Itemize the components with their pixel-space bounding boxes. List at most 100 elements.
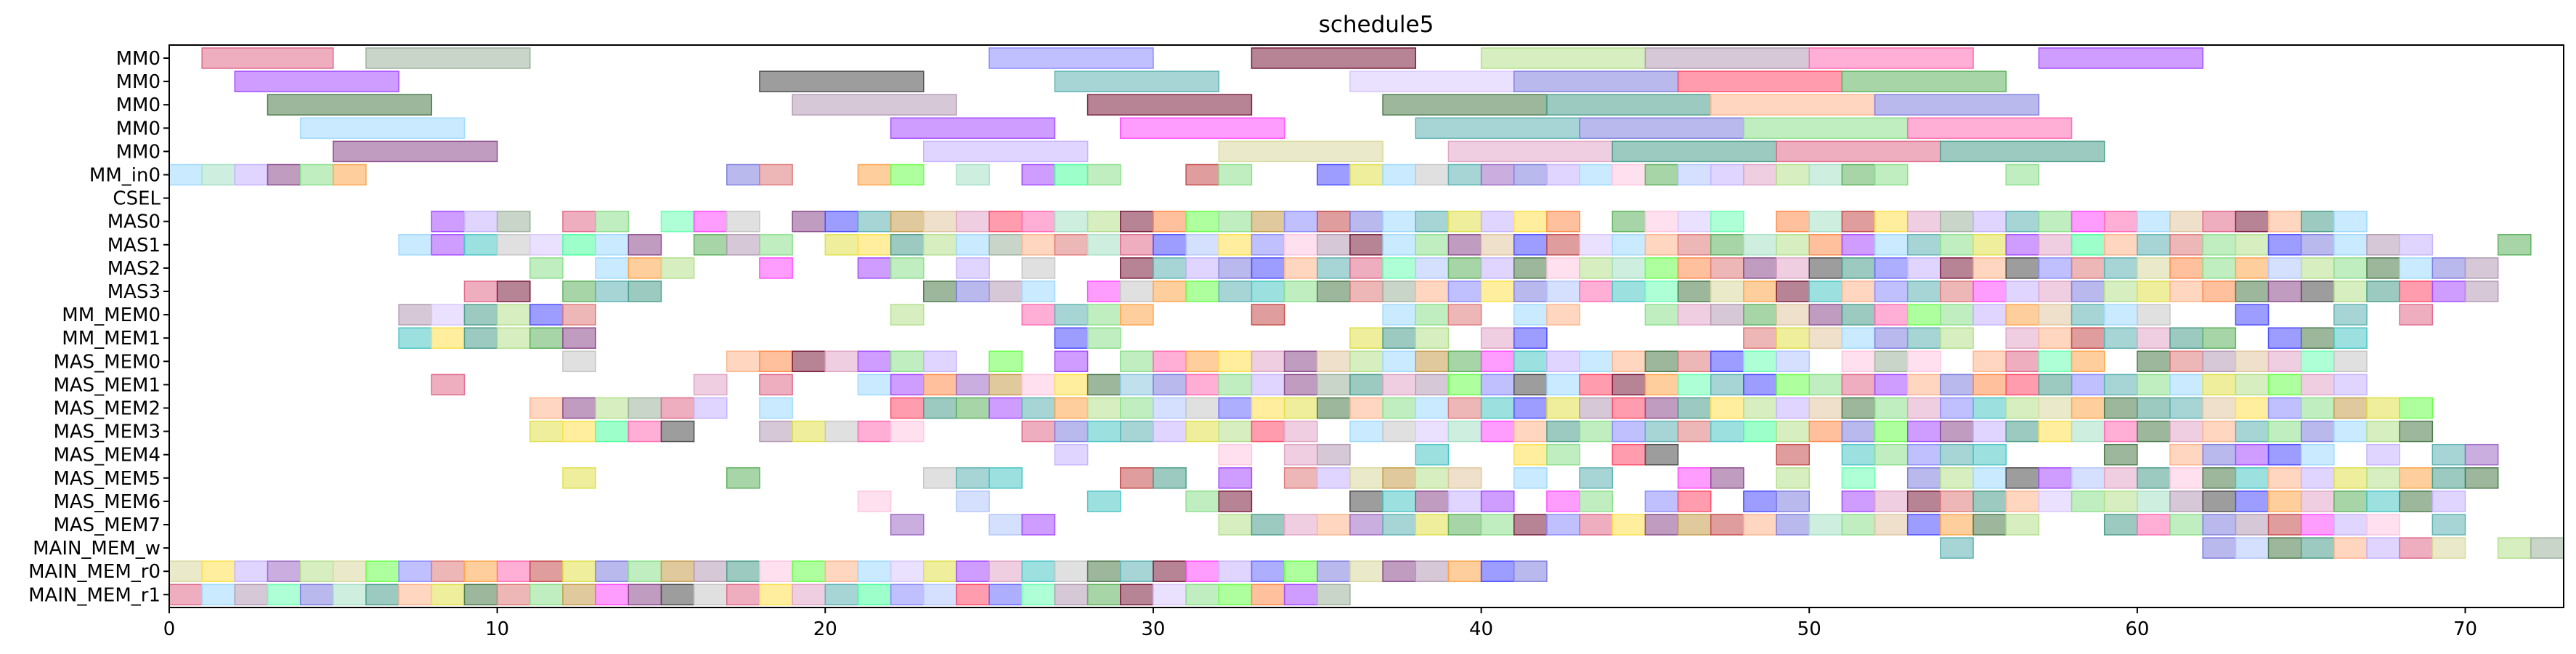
task-bar	[1906, 304, 1941, 326]
task-bar	[2366, 467, 2400, 489]
task-bar	[1874, 420, 1909, 443]
task-bar	[1382, 374, 1416, 396]
task-bar	[234, 584, 269, 606]
task-bar	[1644, 397, 1679, 419]
task-bar	[1382, 514, 1416, 536]
task-bar	[1153, 257, 1187, 279]
task-bar	[1644, 443, 1679, 466]
task-bar	[1218, 560, 1253, 582]
task-bar	[1579, 280, 1613, 302]
task-bar	[1447, 304, 1482, 326]
task-bar	[1940, 467, 1974, 489]
task-bar	[267, 560, 301, 582]
task-bar	[1021, 164, 1056, 186]
task-bar	[2169, 397, 2203, 419]
task-bar	[923, 467, 957, 489]
task-bar	[1153, 210, 1187, 233]
task-bar	[1283, 397, 1318, 419]
task-bar	[2333, 257, 2368, 279]
task-bar	[1349, 397, 1384, 419]
task-bar	[562, 420, 596, 443]
task-bar	[1743, 304, 1777, 326]
task-bar	[1415, 397, 1450, 419]
task-bar	[1743, 280, 1777, 302]
task-bar	[1120, 560, 1154, 582]
task-bar	[1382, 490, 1416, 512]
task-bar	[759, 234, 793, 256]
task-bar	[463, 560, 498, 582]
task-bar	[1021, 560, 1056, 582]
task-bar	[693, 397, 728, 419]
task-bar	[1906, 420, 1941, 443]
task-bar	[1874, 443, 1909, 466]
task-bar	[1447, 374, 1482, 396]
task-bar	[1120, 397, 1154, 419]
task-bar	[1710, 257, 1744, 279]
task-bar	[1940, 280, 1974, 302]
task-bar	[2071, 397, 2105, 419]
task-bar	[1776, 304, 1810, 326]
task-bar	[627, 560, 662, 582]
task-bar	[1743, 490, 1777, 512]
task-bar	[2202, 537, 2237, 559]
task-bar	[1447, 280, 1482, 302]
task-bar	[1677, 514, 1712, 536]
task-bar	[956, 234, 990, 256]
task-bar	[1021, 234, 1056, 256]
task-bar	[1153, 397, 1187, 419]
row-label: MAS2	[107, 258, 161, 280]
task-bar	[201, 584, 236, 606]
task-bar	[431, 210, 466, 233]
task-bar	[2267, 490, 2302, 512]
task-bar	[890, 420, 925, 443]
task-bar	[2005, 490, 2040, 512]
task-bar	[1415, 350, 1450, 373]
x-axis-ticks: 0 10 20 30 40 50 60 70	[163, 607, 2477, 640]
task-bar	[2005, 234, 2040, 256]
task-bar	[693, 584, 728, 606]
task-bar	[1317, 560, 1351, 582]
task-bar	[1743, 234, 1777, 256]
task-bar	[2005, 514, 2040, 536]
task-bar	[1382, 327, 1416, 349]
task-bar	[2202, 350, 2237, 373]
task-bar	[1153, 280, 1187, 302]
task-bar	[365, 47, 531, 69]
task-bar	[1906, 234, 1941, 256]
task-bar	[168, 164, 203, 186]
task-bar	[1940, 257, 1974, 279]
task-bar	[1579, 257, 1613, 279]
task-bar	[1185, 257, 1220, 279]
task-bar	[1086, 397, 1121, 419]
row-label: MAS_MEM0	[53, 351, 161, 373]
task-bar	[988, 397, 1023, 419]
task-bar	[1185, 374, 1220, 396]
task-bar	[2267, 327, 2302, 349]
task-bar	[1218, 350, 1253, 373]
task-bar	[693, 210, 728, 233]
task-bar	[2137, 304, 2171, 326]
task-bar	[1415, 514, 1450, 536]
task-bar	[1086, 304, 1121, 326]
task-bar	[1415, 164, 1450, 186]
task-bar	[1906, 467, 1941, 489]
task-bar	[1710, 350, 1744, 373]
task-bar	[1382, 94, 1548, 116]
task-bar	[1644, 280, 1679, 302]
task-bar	[2366, 537, 2400, 559]
task-bar	[890, 514, 925, 536]
task-bar	[1776, 257, 1810, 279]
task-bar	[529, 584, 564, 606]
task-bar	[1415, 374, 1450, 396]
task-bar	[1644, 350, 1679, 373]
task-bar	[1283, 374, 1318, 396]
task-bar	[1940, 514, 1974, 536]
task-bar	[988, 584, 1023, 606]
task-bar	[1743, 257, 1777, 279]
task-bar	[1972, 490, 2007, 512]
task-bar	[2300, 537, 2335, 559]
task-bar	[1382, 280, 1416, 302]
task-bar	[1677, 350, 1712, 373]
task-bar	[1185, 584, 1220, 606]
task-bar	[1776, 467, 1810, 489]
